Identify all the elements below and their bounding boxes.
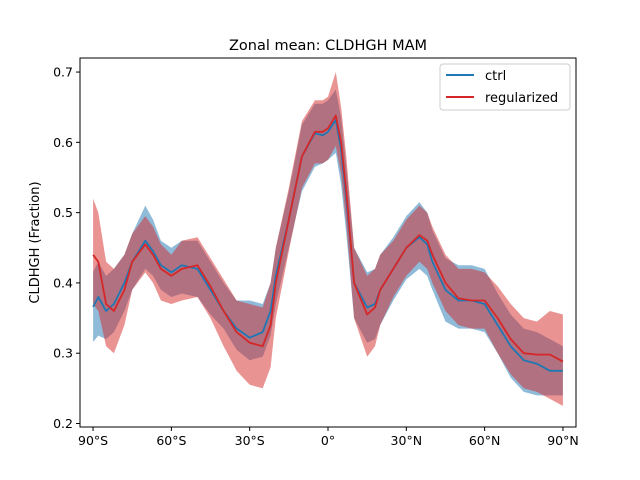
band-ctrl [93, 89, 563, 396]
legend-label-regularized: regularized [485, 91, 558, 106]
y-tick-label: 0.4 [53, 275, 73, 290]
y-tick-label: 0.3 [53, 346, 73, 361]
x-tick-label: 0° [321, 433, 335, 448]
x-tick-label: 90°S [78, 433, 108, 448]
confidence-bands [93, 72, 563, 406]
band-regularized [93, 72, 563, 406]
legend-label-ctrl: ctrl [485, 69, 506, 84]
x-tick-label: 30°S [235, 433, 265, 448]
y-tick-label: 0.6 [53, 135, 73, 150]
chart-title: Zonal mean: CLDHGH MAM [229, 38, 427, 54]
legend: ctrl regularized [439, 63, 571, 111]
y-tick-label: 0.2 [53, 416, 73, 431]
line-regularized [92, 114, 564, 363]
x-tick-label: 30°N [391, 433, 423, 448]
y-tick-label: 0.5 [53, 205, 73, 220]
series-lines [92, 114, 564, 372]
line-ctrl [92, 119, 563, 372]
y-tick-label: 0.7 [53, 65, 73, 80]
x-tick-label: 60°N [469, 433, 501, 448]
x-tick-label: 60°S [156, 433, 186, 448]
x-axis: 90°S 60°S 30°S 0° 30°N 60°N 90°N [78, 427, 579, 448]
y-axis: 0.2 0.3 0.4 0.5 0.6 0.7 [53, 65, 80, 431]
x-tick-label: 90°N [547, 433, 579, 448]
y-axis-label: CLDHGH (Fraction) [28, 181, 43, 303]
